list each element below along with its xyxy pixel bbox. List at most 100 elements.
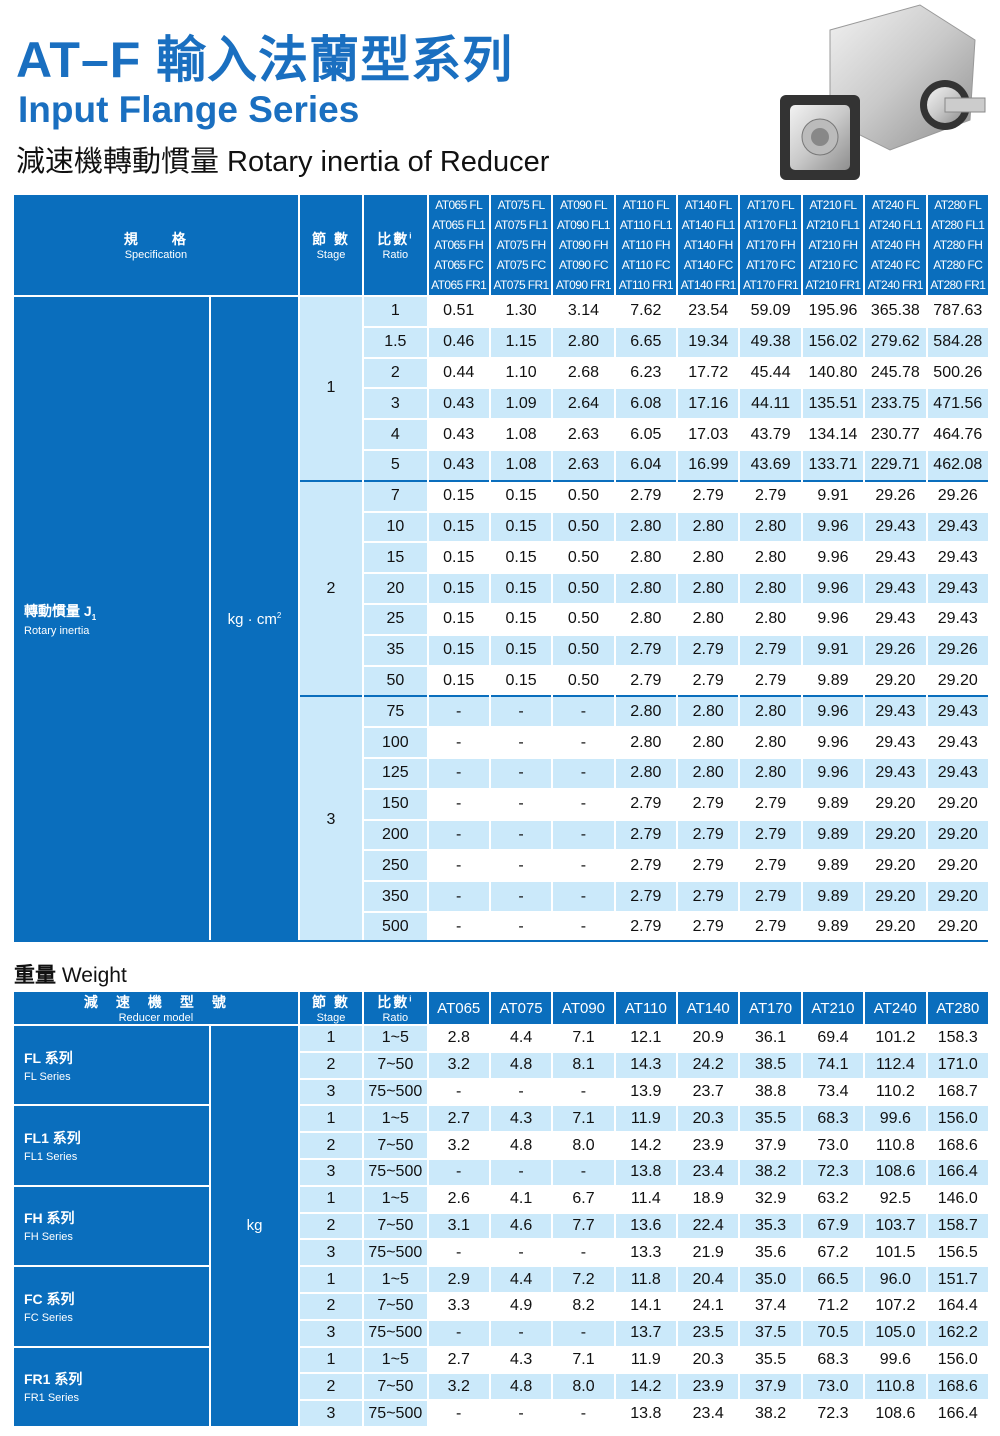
model-name: AT170 FH [746,238,796,252]
model-name: AT210 FH [808,238,858,252]
value-cell: 17.03 [678,420,739,449]
value-cell: 2.79 [678,635,739,665]
value-cell: 35.0 [740,1267,801,1292]
model-name: AT065 FH [434,238,484,252]
series-zh: FC 系列 [24,1290,75,1307]
model-name: AT170 FL [747,198,795,212]
value-cell: 2.80 [678,604,739,634]
table-row: 3 75- - -2.80 2.80 2.80 9.96 29.43 29.43 [14,697,988,942]
value-cell: 1.08 [490,420,552,449]
series-zh: FL 系列 [24,1049,73,1066]
stage-cell: 2 [299,1374,363,1400]
value-cell: - [553,851,614,881]
spec-zh: 規 格 [123,231,188,247]
gear-reducer-product-image [780,4,986,180]
model-header: AT090 [553,992,614,1024]
value-cell: 146.0 [927,1186,988,1212]
ratio-cell: 200 [364,820,427,850]
unit-cell: kg · cm2 [211,297,298,942]
table-row: 100- - -2.80 2.80 2.80 9.96 29.43 29.43 [14,728,988,757]
value-cell: 35.3 [740,1213,801,1239]
value-cell: 2.6 [428,1186,489,1212]
stage-zh: 節 數 [312,994,350,1010]
model-name: AT110 FR1 [618,278,674,292]
value-cell: 2.79 [615,882,677,911]
value-cell: 3.2 [428,1052,489,1078]
value-cell: 2.79 [615,820,677,850]
value-cell: 8.1 [553,1052,614,1078]
ratio-cell: 1~5 [364,1347,427,1373]
value-cell: - [553,1159,614,1185]
model-header: AT240 [865,992,926,1024]
value-cell: 9.91 [802,635,864,665]
value-cell: - [490,882,552,911]
value-cell: 66.5 [802,1267,864,1292]
model-header: AT075 FL AT075 FL1 AT075 FH AT075 FC AT075 F… [490,195,552,295]
value-cell: 70.5 [802,1320,864,1346]
table-row: 3 75~500- - -13.8 23.4 38.2 72.3 108.6 166.4 [14,1159,988,1185]
value-cell: 29.20 [865,789,926,819]
value-cell: - [490,1240,552,1266]
value-cell: 6.08 [615,389,677,419]
value-cell: - [490,728,552,757]
model-name: AT210 FL1 [806,218,860,232]
value-cell: 29.26 [927,481,988,511]
table-row: 2 7~50 3.1 4.6 7.7 13.6 22.4 35.3 67.9 103.7 158.7 [14,1213,988,1239]
value-cell: 23.9 [678,1133,739,1158]
table-row: FL 系列 FL Series kg 1 1~5 2.8 4.4 7.1 12.1 20.9 36.… [14,1026,988,1426]
value-cell: - [553,697,614,727]
model-name: AT110 FH [621,238,671,252]
table-row: 2 7 0.15 0.15 0.50 2.79 2.79 2.79 9.91 29.26 29.26 [14,481,988,696]
value-cell: 134.14 [802,420,864,449]
value-cell: 0.50 [553,604,614,634]
value-cell: 1.15 [490,327,552,357]
table-row: 150- - -2.79 2.79 2.79 9.89 29.20 29.20 [14,789,988,819]
value-cell: 13.8 [615,1401,677,1426]
ratio-cell: 10 [364,512,427,542]
value-cell: 22.4 [678,1213,739,1239]
ratio-cell: 25 [364,604,427,634]
value-cell: 6.05 [615,420,677,449]
value-cell: 2.80 [615,758,677,788]
value-cell: 2.79 [740,481,801,511]
value-cell: 13.9 [615,1079,677,1105]
value-cell: 2.79 [615,635,677,665]
value-cell: - [553,1240,614,1266]
value-cell: - [428,728,489,757]
table-row: 3 75~500- - -13.8 23.4 38.2 72.3 108.6 166.4 [14,1401,988,1426]
value-cell: 168.6 [927,1133,988,1158]
table-row: FH 系列 FH Series 1 1~5 2.6 4.1 6.7 11.4 18.9 32.9 6… [14,1186,988,1266]
unit-cell: kg [211,1026,298,1426]
value-cell: 23.7 [678,1079,739,1105]
value-cell: 9.96 [802,758,864,788]
table-row: 15 0.15 0.15 0.50 2.80 2.80 2.80 9.96 29.43 29.43 [14,543,988,573]
model-name: AT075 FL [497,198,546,212]
value-cell: 2.79 [615,666,677,696]
ratio-cell: 7 [364,481,427,511]
value-cell: 72.3 [802,1159,864,1185]
value-cell: 101.5 [865,1240,926,1266]
ratio-zh: 比數i [364,229,426,249]
stage-cell: 2 [299,1052,363,1078]
rotary-table-bottom-rule [14,940,988,942]
unit-sup: 2 [276,610,282,620]
weight-table: 減 速 機 型 號 Reducer model 節 數 Stage 比數i Ratio AT… [12,990,990,1428]
stage-cell: 1 [299,1106,363,1132]
value-cell: 2.80 [678,543,739,573]
value-cell: 72.3 [802,1401,864,1426]
value-cell: 2.79 [740,635,801,665]
value-cell: 14.2 [615,1133,677,1158]
value-cell: 462.08 [927,450,988,480]
value-cell: 29.26 [865,635,926,665]
value-cell: - [490,820,552,850]
value-cell: 584.28 [927,327,988,357]
model-header: AT210 FL AT210 FL1 AT210 FH AT210 FC AT210 F… [802,195,864,295]
table-row: 2 7~50 3.3 4.9 8.2 14.1 24.1 37.4 71.2 107.2 164.4 [14,1293,988,1319]
value-cell: 2.63 [553,420,614,449]
value-cell: 3.2 [428,1133,489,1158]
value-cell: 29.20 [865,912,926,942]
value-cell: 21.9 [678,1240,739,1266]
rotary-inertia-label: 轉動慣量 J1 Rotary inertia [14,297,210,942]
ratio-header: 比數i Ratio [364,992,427,1024]
value-cell: - [553,912,614,942]
